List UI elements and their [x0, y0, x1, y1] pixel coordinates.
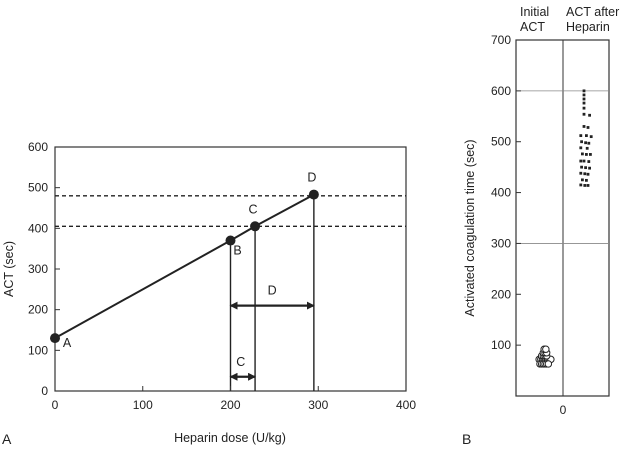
panel-b-after-heparin-point: [582, 112, 586, 116]
panel-b-after-heparin-point: [585, 134, 588, 138]
panel-b-after-heparin-point: [582, 89, 586, 93]
panel-b-category-label-initial-line2: ACT: [520, 20, 545, 34]
panel-a-point-b: [225, 235, 236, 246]
panel-b-after-heparin-point: [584, 166, 587, 170]
panel-a-point-label: A: [63, 336, 72, 350]
panel-a-point-label: B: [233, 244, 241, 258]
panel-a-x-tick-label: 300: [308, 398, 328, 412]
panel-b-after-heparin-point: [580, 140, 583, 144]
panel-a-x-tick-label: 400: [396, 398, 416, 412]
panel-b-chart: 100 200 300 400 500 600 700 Initial ACT ACT af…: [462, 5, 619, 447]
panel-a-y-tick-label: 200: [28, 303, 48, 317]
panel-a-point-label: C: [249, 202, 258, 216]
panel-a-x-axis-label: Heparin dose (U/kg): [174, 431, 286, 445]
panel-b-after-heparin-point: [586, 126, 590, 129]
panel-b-after-heparin-point: [582, 159, 586, 163]
panel-b-y-axis-label: Activated coagulation time (sec): [463, 139, 477, 316]
panel-b-after-heparin-point: [589, 135, 593, 139]
panel-b-after-heparin-point: [586, 184, 590, 187]
panel-b-after-heparin-point: [585, 153, 588, 156]
panel-a-x-tick-label: 0: [52, 398, 59, 412]
panel-a-reference-lines: [55, 195, 406, 227]
panel-b-after-heparin-point: [587, 160, 591, 163]
panel-b-after-heparin-point: [581, 152, 584, 156]
panel-b-y-tick-label: 600: [491, 84, 511, 98]
panel-b-y-tick-label: 700: [491, 33, 511, 47]
panel-a-y-tick-label: 0: [41, 384, 48, 398]
panel-a-y-ticks: 0 100 200 300 400 500 600: [28, 140, 60, 398]
panel-a-x-ticks: 0 100 200 300 400: [52, 386, 416, 412]
panel-b-after-heparin-point: [587, 141, 591, 145]
panel-a-y-tick-label: 600: [28, 140, 48, 154]
panel-a-y-tick-label: 100: [28, 343, 48, 357]
panel-b-initial-act-point: [544, 360, 553, 368]
panel-b-category-label-after-line2: Heparin: [566, 20, 610, 34]
panel-b-after-heparin-point: [589, 153, 592, 156]
panel-a-point-d: [308, 189, 319, 200]
panel-a-label: A: [2, 431, 12, 447]
panel-b-after-heparin-point: [585, 178, 588, 182]
panel-b-after-heparin-point: [586, 172, 590, 176]
panel-a-point-label: D: [307, 171, 316, 185]
panel-a-x-tick-label: 100: [133, 398, 153, 412]
panel-b-series: [535, 89, 593, 368]
panel-a-arrow-label: C: [236, 355, 245, 369]
panel-b-after-heparin-point: [588, 113, 591, 117]
panel-b-gridlines: [516, 90, 609, 244]
panel-b-category-label-after-line1: ACT after: [566, 5, 619, 19]
panel-a-y-tick-label: 400: [28, 221, 48, 235]
panel-a-y-tick-label: 500: [28, 181, 48, 195]
panel-b-after-heparin-point: [583, 184, 587, 187]
panel-b-after-heparin-point: [583, 172, 587, 176]
panel-b-y-tick-label: 200: [491, 287, 511, 301]
panel-b-y-ticks: 100 200 300 400 500 600 700: [491, 33, 521, 352]
panel-a-point-a: [50, 333, 60, 344]
panel-b-y-tick-label: 100: [491, 338, 511, 352]
panel-a-series: A B C D: [50, 171, 319, 350]
panel-b-after-heparin-point: [579, 159, 583, 163]
panel-b-after-heparin-point: [582, 101, 586, 105]
panel-a-series-line: [54, 193, 315, 340]
panel-b-after-heparin-point: [579, 134, 583, 138]
panel-b-after-heparin-point: [579, 183, 583, 187]
panel-b-after-heparin-point: [584, 141, 587, 145]
panel-b-after-heparin-point: [585, 146, 589, 150]
panel-b-y-tick-label: 300: [491, 236, 511, 250]
panel-a-arrow-label: D: [268, 284, 277, 298]
panel-b-after-heparin-point: [581, 178, 584, 182]
panel-b-label: B: [462, 431, 471, 447]
panel-b-after-heparin-point: [579, 171, 583, 175]
panel-b-after-heparin-point: [582, 93, 586, 97]
panel-b-after-heparin-point: [579, 146, 583, 150]
panel-b-x-tick-label: 0: [560, 403, 567, 417]
panel-b-category-label-initial-line1: Initial: [520, 5, 549, 19]
panel-a-y-axis-label: ACT (sec): [2, 241, 16, 297]
panel-a-x-tick-label: 200: [220, 398, 240, 412]
panel-a-y-tick-label: 300: [28, 262, 48, 276]
panel-b-after-heparin-point: [582, 125, 586, 128]
panel-a-double-arrows: DC: [229, 284, 315, 381]
panel-b-after-heparin-point: [582, 106, 586, 110]
panel-b-y-tick-label: 500: [491, 135, 511, 149]
panel-b-after-heparin-point: [582, 97, 586, 101]
panel-b-after-heparin-point: [580, 165, 583, 169]
panel-b-initial-act-point: [542, 345, 550, 353]
panel-b-y-tick-label: 400: [491, 186, 511, 200]
panel-b-after-heparin-point: [588, 166, 591, 170]
panel-a-point-c: [250, 221, 261, 232]
